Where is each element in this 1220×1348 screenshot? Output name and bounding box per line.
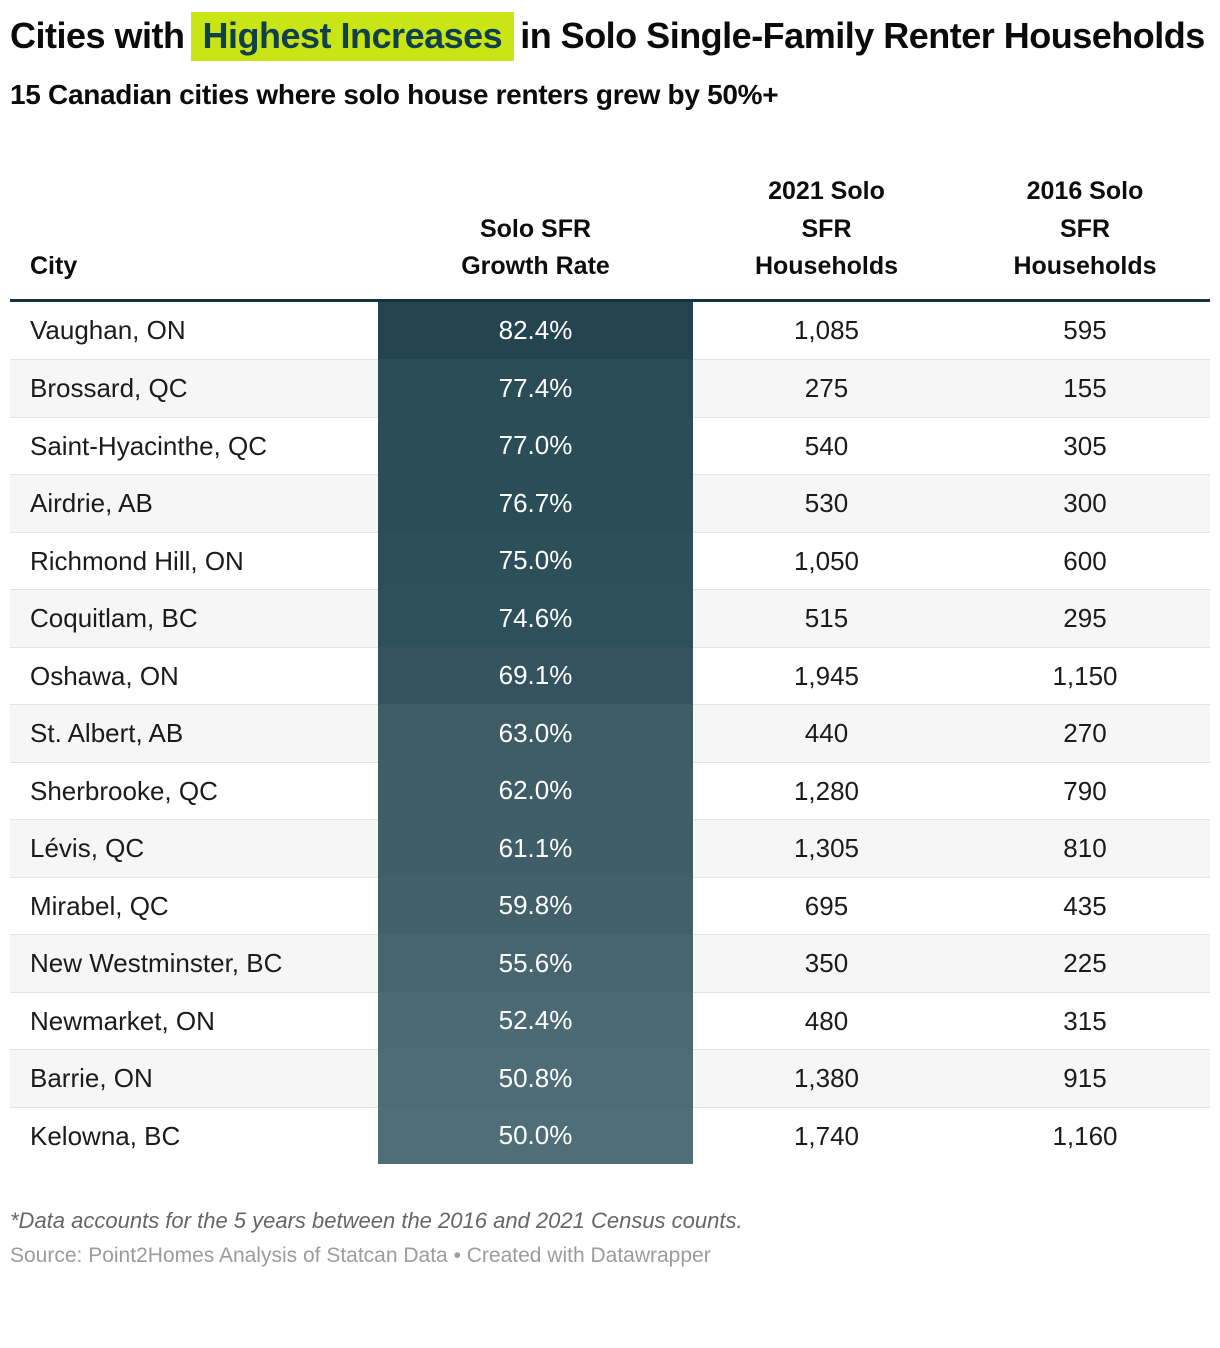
growth-rate-cell: 63.0% xyxy=(378,704,693,762)
table-row: Lévis, QC 61.1% 1,305 810 xyxy=(10,819,1210,877)
column-header-2016-households: 2016 Solo SFR Households xyxy=(1013,177,1157,281)
growth-rate-cell: 76.7% xyxy=(378,474,693,532)
growth-rate-cell: 74.6% xyxy=(378,589,693,647)
households-2016-cell: 315 xyxy=(960,991,1210,1050)
households-2021-cell: 1,945 xyxy=(693,646,960,705)
households-2021-cell: 1,305 xyxy=(693,819,960,877)
city-cell: Oshawa, ON xyxy=(10,646,378,705)
households-2016-cell: 225 xyxy=(960,934,1210,992)
column-header-city: City xyxy=(30,252,78,281)
city-cell: Vaughan, ON xyxy=(10,301,378,360)
table-body: Vaughan, ON 82.4% 1,085 595 Brossard, QC 77.4… xyxy=(10,301,1210,1165)
households-2021-cell: 695 xyxy=(693,876,960,935)
households-2016-cell: 270 xyxy=(960,704,1210,762)
households-2016-cell: 915 xyxy=(960,1049,1210,1107)
city-cell: Airdrie, AB xyxy=(10,474,378,532)
column-header-2021-households: 2021 Solo SFR Households xyxy=(754,177,899,281)
table-row: Vaughan, ON 82.4% 1,085 595 xyxy=(10,301,1210,360)
city-cell: Saint-Hyacinthe, QC xyxy=(10,416,378,475)
growth-rate-cell: 75.0% xyxy=(378,531,693,590)
households-2016-cell: 1,160 xyxy=(960,1106,1210,1165)
table-row: New Westminster, BC 55.6% 350 225 xyxy=(10,934,1210,992)
data-footnote: *Data accounts for the 5 years between t… xyxy=(10,1208,743,1234)
households-2016-cell: 435 xyxy=(960,876,1210,935)
households-2021-cell: 530 xyxy=(693,474,960,532)
city-cell: Richmond Hill, ON xyxy=(10,531,378,590)
growth-rate-cell: 61.1% xyxy=(378,819,693,877)
city-cell: St. Albert, AB xyxy=(10,704,378,762)
households-2016-cell: 300 xyxy=(960,474,1210,532)
city-cell: New Westminster, BC xyxy=(10,934,378,992)
table-row: Richmond Hill, ON 75.0% 1,050 600 xyxy=(10,531,1210,590)
table-row: St. Albert, AB 63.0% 440 270 xyxy=(10,704,1210,762)
households-2021-cell: 275 xyxy=(693,359,960,417)
households-2021-cell: 440 xyxy=(693,704,960,762)
table-row: Kelowna, BC 50.0% 1,740 1,160 xyxy=(10,1106,1210,1165)
growth-rate-cell: 82.4% xyxy=(378,301,693,360)
households-2021-cell: 1,050 xyxy=(693,531,960,590)
column-header-growth-rate: Solo SFR Growth Rate xyxy=(461,214,610,281)
growth-rate-cell: 55.6% xyxy=(378,934,693,992)
table-row: Sherbrooke, QC 62.0% 1,280 790 xyxy=(10,761,1210,820)
table-row: Brossard, QC 77.4% 275 155 xyxy=(10,359,1210,417)
source-line: Source: Point2Homes Analysis of Statcan … xyxy=(10,1244,711,1268)
households-2016-cell: 1,150 xyxy=(960,646,1210,705)
chart-container: Cities with Highest Increases in Solo Sing… xyxy=(10,8,1210,1268)
growth-rate-cell: 69.1% xyxy=(378,646,693,705)
growth-rate-cell: 50.8% xyxy=(378,1049,693,1107)
table-row: Coquitlam, BC 74.6% 515 295 xyxy=(10,589,1210,647)
city-cell: Kelowna, BC xyxy=(10,1106,378,1165)
city-cell: Brossard, QC xyxy=(10,359,378,417)
table-row: Airdrie, AB 76.7% 530 300 xyxy=(10,474,1210,532)
chart-subtitle: 15 Canadian cities where solo house rent… xyxy=(10,79,779,111)
households-2016-cell: 810 xyxy=(960,819,1210,877)
data-table: City Solo SFR Growth Rate 2021 Solo SFR … xyxy=(10,173,1210,1165)
chart-title: Cities with Highest Increases in Solo Sing… xyxy=(10,8,1210,63)
households-2016-cell: 595 xyxy=(960,301,1210,360)
title-highlight: Highest Increases xyxy=(190,12,515,61)
growth-rate-cell: 77.0% xyxy=(378,416,693,475)
households-2021-cell: 1,085 xyxy=(693,301,960,360)
table-row: Oshawa, ON 69.1% 1,945 1,150 xyxy=(10,646,1210,705)
households-2021-cell: 515 xyxy=(693,589,960,647)
growth-rate-cell: 52.4% xyxy=(378,991,693,1050)
city-cell: Sherbrooke, QC xyxy=(10,761,378,820)
households-2016-cell: 600 xyxy=(960,531,1210,590)
growth-rate-cell: 59.8% xyxy=(378,876,693,935)
city-cell: Coquitlam, BC xyxy=(10,589,378,647)
city-cell: Lévis, QC xyxy=(10,819,378,877)
table-row: Mirabel, QC 59.8% 695 435 xyxy=(10,876,1210,935)
city-cell: Newmarket, ON xyxy=(10,991,378,1050)
households-2021-cell: 540 xyxy=(693,416,960,475)
households-2016-cell: 155 xyxy=(960,359,1210,417)
title-suffix: in Solo Single-Family Renter Households xyxy=(520,15,1205,56)
table-row: Barrie, ON 50.8% 1,380 915 xyxy=(10,1049,1210,1107)
households-2021-cell: 480 xyxy=(693,991,960,1050)
table-row: Newmarket, ON 52.4% 480 315 xyxy=(10,991,1210,1050)
households-2021-cell: 1,280 xyxy=(693,761,960,820)
table-row: Saint-Hyacinthe, QC 77.0% 540 305 xyxy=(10,416,1210,475)
households-2021-cell: 350 xyxy=(693,934,960,992)
city-cell: Barrie, ON xyxy=(10,1049,378,1107)
households-2021-cell: 1,740 xyxy=(693,1106,960,1165)
growth-rate-cell: 50.0% xyxy=(378,1106,693,1165)
households-2016-cell: 790 xyxy=(960,761,1210,820)
households-2016-cell: 305 xyxy=(960,416,1210,475)
title-prefix: Cities with xyxy=(10,15,185,56)
table-header-row: City Solo SFR Growth Rate 2021 Solo SFR … xyxy=(10,173,1210,302)
city-cell: Mirabel, QC xyxy=(10,876,378,935)
households-2021-cell: 1,380 xyxy=(693,1049,960,1107)
growth-rate-cell: 62.0% xyxy=(378,761,693,820)
growth-rate-cell: 77.4% xyxy=(378,359,693,417)
households-2016-cell: 295 xyxy=(960,589,1210,647)
